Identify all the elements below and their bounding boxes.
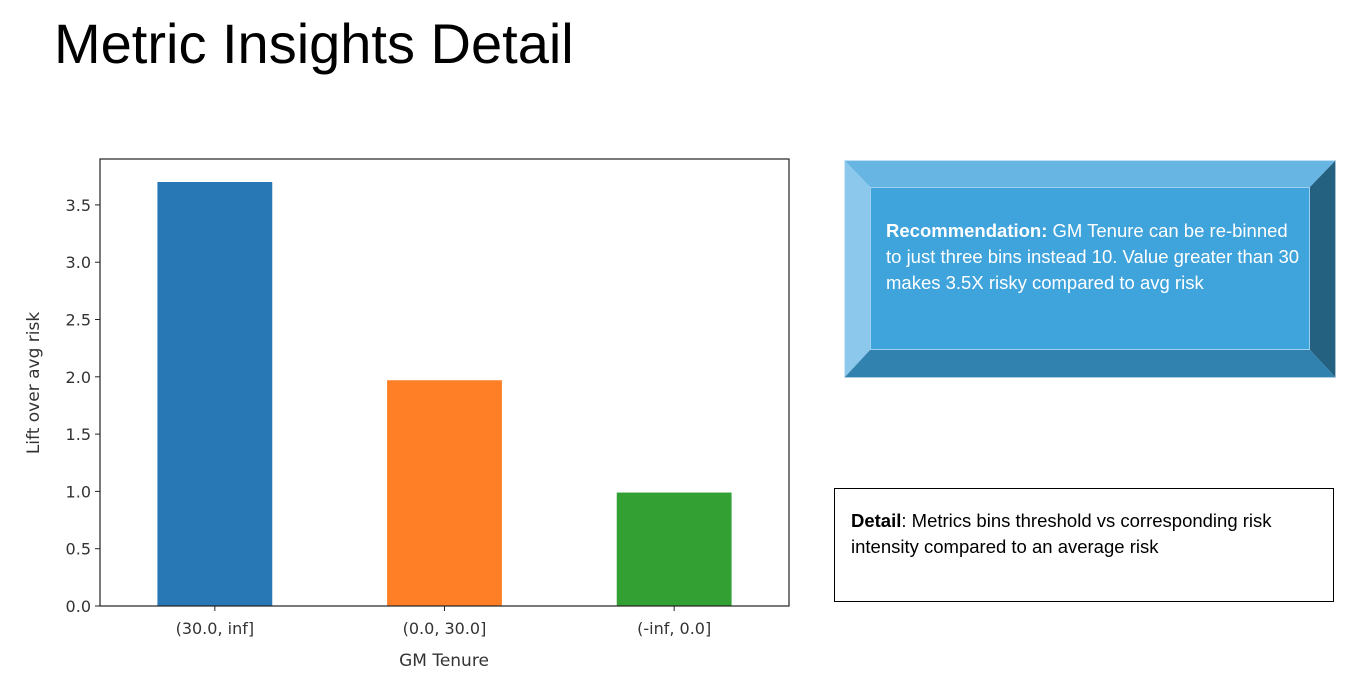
detail-text: Detail: Metrics bins threshold vs corres… bbox=[851, 508, 1323, 560]
y-tick-label: 2.5 bbox=[66, 311, 91, 330]
bar-chart: 0.0 0.5 1.0 1.5 2.0 2.5 3.0 3.5 (30.0, inf] (0.0… bbox=[24, 158, 790, 671]
plot-frame bbox=[99, 158, 790, 607]
x-axis-label: GM Tenure bbox=[399, 651, 489, 671]
bar-2 bbox=[387, 380, 502, 606]
recommendation-box: Recommendation: GM Tenure can be re-binn… bbox=[844, 160, 1336, 378]
y-axis: 0.0 0.5 1.0 1.5 2.0 2.5 3.0 3.5 bbox=[66, 196, 100, 616]
recommendation-heading: Recommendation: bbox=[886, 220, 1048, 241]
x-tick-label: (0.0, 30.0] bbox=[403, 619, 487, 638]
x-tick-label: (-inf, 0.0] bbox=[637, 619, 711, 638]
y-tick-label: 1.5 bbox=[66, 425, 91, 444]
bevel-bottom bbox=[844, 350, 1336, 378]
y-tick-label: 1.0 bbox=[66, 482, 91, 501]
y-tick-label: 3.5 bbox=[66, 196, 91, 215]
detail-heading: Detail bbox=[851, 510, 902, 531]
bevel-face bbox=[870, 187, 1310, 350]
recommendation-body: GM Tenure can be re-binned to just three… bbox=[886, 220, 1300, 293]
bar-3 bbox=[616, 492, 732, 606]
bevel-right bbox=[1310, 160, 1336, 378]
bevel-top bbox=[844, 160, 1336, 187]
detail-box: Detail: Metrics bins threshold vs corres… bbox=[834, 488, 1334, 602]
y-tick-label: 3.0 bbox=[66, 253, 91, 272]
recommendation-text: Recommendation: GM Tenure can be re-binn… bbox=[886, 218, 1306, 296]
x-axis: (30.0, inf] (0.0, 30.0] (-inf, 0.0] bbox=[176, 606, 711, 638]
bars bbox=[157, 182, 732, 606]
y-tick-label: 0.0 bbox=[66, 597, 91, 616]
y-axis-label: Lift over avg risk bbox=[24, 312, 44, 455]
page-title: Metric Insights Detail bbox=[54, 12, 574, 75]
detail-body: : Metrics bins threshold vs correspondin… bbox=[851, 510, 1272, 557]
y-tick-label: 2.0 bbox=[66, 368, 91, 387]
bar-1 bbox=[157, 182, 273, 606]
bevel-left bbox=[844, 160, 870, 378]
x-tick-label: (30.0, inf] bbox=[176, 619, 255, 638]
recommendation-bevel bbox=[844, 160, 1336, 378]
y-tick-label: 0.5 bbox=[66, 540, 91, 559]
